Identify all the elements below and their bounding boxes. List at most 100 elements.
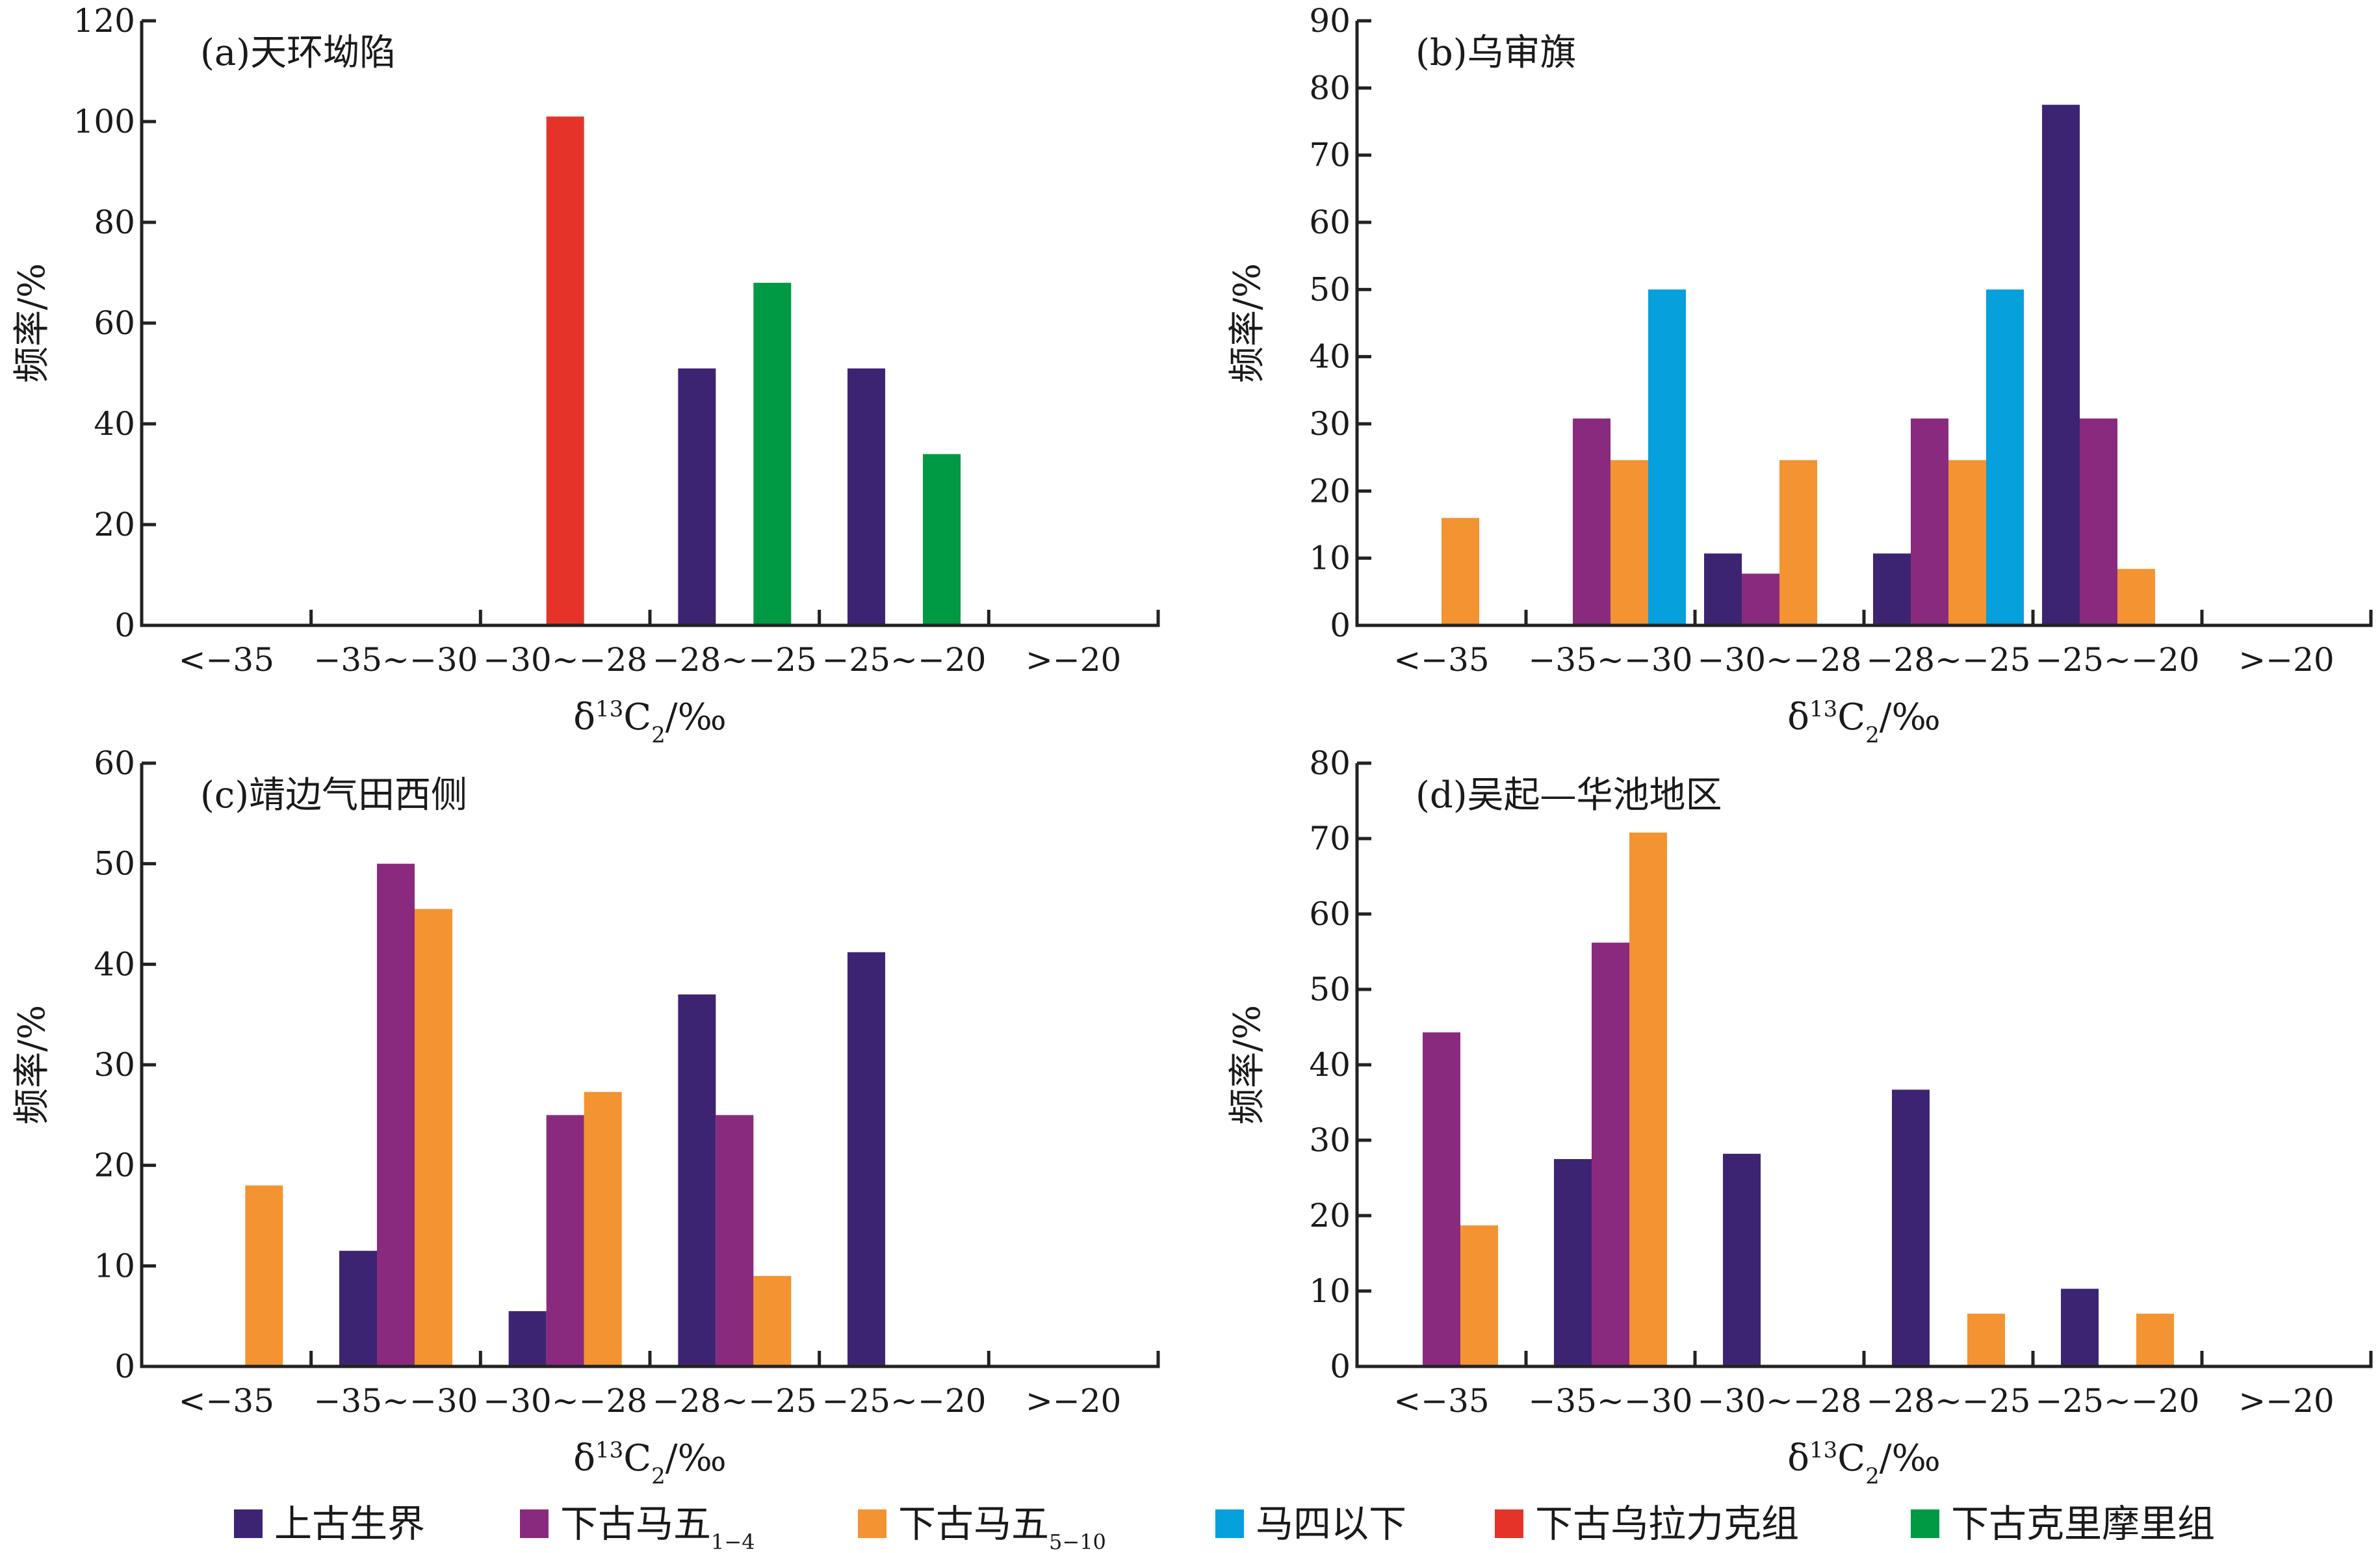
bar-2-4 — [1911, 418, 1948, 625]
chart-panel-4: 0 10 20 30 40 50 60 70 80 <−35 −35~−30 −30~−28 −28~−… — [1226, 744, 2373, 1489]
y-axis-label: 频率/% — [1226, 1005, 1269, 1125]
x-tick-label-5: −25~−20 — [2036, 641, 2200, 679]
bar-2-5 — [2080, 418, 2117, 625]
panel-title: (b)乌审旗 — [1416, 32, 1577, 74]
y-tick-label-2: 20 — [94, 1147, 135, 1184]
bar-3-4 — [1967, 1313, 2005, 1366]
legend-item-5: 下古乌拉力克组 — [1495, 1502, 1799, 1546]
panel-title: (a)天环坳陷 — [200, 32, 396, 74]
bar-1-4 — [678, 368, 716, 625]
bar-1-2 — [1554, 1159, 1592, 1366]
bar-3-3 — [1779, 460, 1817, 625]
bar-3-1 — [1460, 1225, 1498, 1366]
legend-swatch — [1215, 1509, 1244, 1538]
chart-panel-3: 0 10 20 30 40 50 60 <−35 −35~−30 −30~−28 −28~−25 −2… — [11, 744, 1160, 1489]
bar-1-5 — [2061, 1288, 2099, 1366]
y-axis-label: 频率/% — [11, 1005, 53, 1125]
bar-1-5 — [2042, 105, 2080, 625]
y-tick-label-2: 40 — [94, 405, 135, 443]
y-tick-label-9: 90 — [1309, 2, 1351, 40]
legend-item-1: 上古生界 — [234, 1502, 425, 1546]
legend-label: 下古马五1−4 — [560, 1502, 755, 1553]
panel-title: (c)靖边气田西侧 — [200, 774, 467, 816]
x-tick-label-3: −30~−28 — [1698, 641, 1862, 679]
x-tick-label-4: −28~−25 — [653, 1382, 817, 1420]
bar-1-4 — [1873, 553, 1911, 625]
bar-3-4 — [753, 283, 792, 625]
y-tick-label-6: 60 — [1309, 895, 1351, 933]
bar-1-2 — [339, 1251, 377, 1366]
y-tick-label-2: 20 — [1309, 1197, 1351, 1234]
legend-item-6: 下古克里摩里组 — [1911, 1502, 2215, 1546]
x-axis-label: δ13C2/‰ — [1787, 696, 1941, 748]
bar-3-3 — [584, 1091, 622, 1366]
y-tick-label-8: 80 — [1309, 69, 1351, 107]
bar-4-2 — [1648, 289, 1686, 625]
chart-legend: 上古生界 下古马五1−4 下古马五5−10 马四以下 下古乌拉力克组 下古克里摩里组 — [234, 1502, 2215, 1553]
bar-1-3 — [508, 1311, 547, 1366]
bar-3-2 — [1629, 832, 1667, 1366]
legend-swatch — [520, 1509, 549, 1538]
legend-item-2: 下古马五1−4 — [520, 1502, 755, 1553]
legend-label: 马四以下 — [1256, 1502, 1406, 1546]
x-axis-label: δ13C2/‰ — [1787, 1437, 1941, 1489]
x-tick-label-2: −35~−30 — [1529, 1382, 1693, 1420]
x-tick-label-6: >−20 — [2238, 641, 2334, 679]
axes-frame — [140, 763, 1160, 1368]
axes-frame — [1355, 21, 2373, 627]
chart-panel-1: 0 20 40 60 80 100 120 <−35 −35~−30 −30~−28 −28~−25… — [11, 2, 1160, 748]
y-tick-label-5: 50 — [1309, 270, 1351, 308]
y-tick-label-1: 10 — [1309, 1272, 1351, 1310]
x-tick-label-3: −30~−28 — [483, 1382, 647, 1420]
legend-label: 上古生界 — [274, 1502, 425, 1546]
bar-3-2 — [415, 909, 452, 1366]
y-tick-label-0: 0 — [114, 1348, 135, 1385]
x-axis-label: δ13C2/‰ — [573, 1437, 727, 1489]
y-axis-label: 频率/% — [11, 263, 53, 383]
bar-2-2 — [1592, 943, 1629, 1366]
y-tick-label-6: 60 — [94, 744, 135, 782]
y-tick-label-3: 60 — [94, 304, 135, 342]
x-tick-label-3: −30~−28 — [483, 641, 647, 679]
x-tick-label-4: −28~−25 — [1867, 641, 2031, 679]
y-tick-label-2: 20 — [1309, 472, 1351, 510]
bar-1-4 — [1892, 1090, 1930, 1366]
legend-label: 下古乌拉力克组 — [1535, 1502, 1799, 1546]
x-tick-label-4: −28~−25 — [653, 641, 817, 679]
bar-3-4 — [753, 1275, 792, 1366]
x-tick-label-5: −25~−20 — [822, 641, 987, 679]
legend-label: 下古克里摩里组 — [1951, 1502, 2215, 1546]
y-tick-label-0: 0 — [1330, 1348, 1351, 1385]
legend-label: 下古马五5−10 — [898, 1502, 1106, 1553]
x-tick-label-2: −35~−30 — [314, 1382, 478, 1420]
x-tick-label-1: <−35 — [1393, 1382, 1489, 1420]
bar-1-3 — [1704, 553, 1742, 625]
x-tick-label-6: >−20 — [1026, 641, 1121, 679]
bar-1-4 — [678, 994, 716, 1366]
bar-4-4 — [1986, 289, 2024, 625]
y-tick-label-1: 10 — [94, 1247, 135, 1285]
y-tick-label-3: 30 — [1309, 1121, 1351, 1159]
bar-2-1 — [1423, 1032, 1460, 1366]
y-tick-label-5: 50 — [1309, 971, 1351, 1008]
x-tick-label-1: <−35 — [179, 641, 274, 679]
bar-2-3 — [546, 116, 584, 625]
bar-2-4 — [716, 1115, 754, 1366]
x-tick-label-2: −35~−30 — [314, 641, 478, 679]
x-axis-label: δ13C2/‰ — [573, 696, 727, 748]
bar-3-1 — [245, 1185, 283, 1366]
axes-frame — [140, 21, 1160, 627]
y-tick-label-7: 70 — [1309, 820, 1351, 857]
y-tick-label-4: 40 — [1309, 1046, 1351, 1084]
legend-swatch — [1495, 1509, 1523, 1538]
y-tick-label-7: 70 — [1309, 137, 1351, 174]
x-tick-label-5: −25~−20 — [822, 1382, 987, 1420]
bar-1-5 — [847, 952, 885, 1366]
panel-title: (d)吴起—华池地区 — [1416, 774, 1722, 816]
legend-item-4: 马四以下 — [1215, 1502, 1406, 1546]
legend-swatch — [234, 1509, 263, 1538]
bar-3-5 — [923, 454, 961, 625]
y-tick-label-0: 0 — [114, 607, 135, 644]
